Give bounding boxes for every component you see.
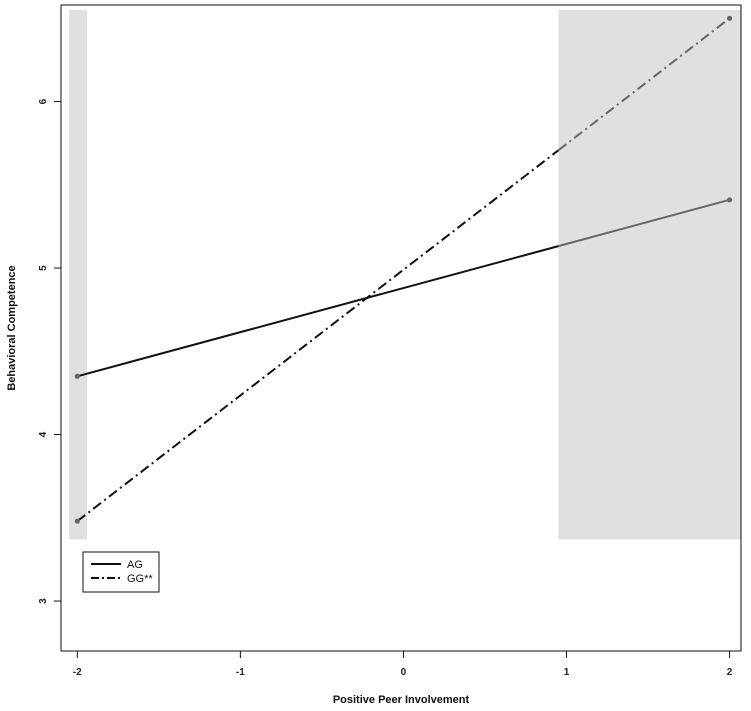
x-tick-label: 1	[564, 667, 570, 678]
series-line-shaded-ag	[558, 198, 730, 248]
x-tick-label: -1	[236, 667, 245, 678]
data-point	[74, 373, 80, 379]
legend: AG GG**	[82, 551, 160, 593]
series-line-gg	[76, 149, 559, 522]
y-tick-label: 6	[38, 98, 49, 104]
data-point	[74, 518, 80, 524]
y-axis: 3 4 5 6	[38, 98, 61, 604]
shaded-regions	[69, 9, 741, 540]
shaded-region-0	[69, 9, 88, 540]
y-tick-label: 5	[38, 265, 49, 271]
legend-box	[82, 551, 160, 593]
data-point	[726, 197, 733, 203]
y-tick-label: 3	[38, 598, 49, 604]
x-axis: -2 -1 0 1 2	[73, 651, 733, 678]
legend-label-gg: GG**	[127, 573, 153, 585]
series-line-ag	[77, 245, 559, 378]
series-line-shaded-gg	[557, 17, 731, 152]
x-axis-title: Positive Peer Involvement	[333, 694, 470, 706]
shaded-region-1	[558, 9, 741, 540]
series-group	[74, 15, 733, 524]
data-point	[726, 15, 733, 21]
y-tick-label: 4	[38, 431, 49, 437]
x-tick-label: -2	[73, 667, 82, 678]
legend-label-ag: AG	[127, 559, 143, 571]
plot-frame	[60, 4, 742, 652]
y-axis-title: Behavioral Competence	[6, 265, 18, 390]
x-tick-label: 0	[401, 667, 407, 678]
x-tick-label: 2	[727, 667, 733, 678]
